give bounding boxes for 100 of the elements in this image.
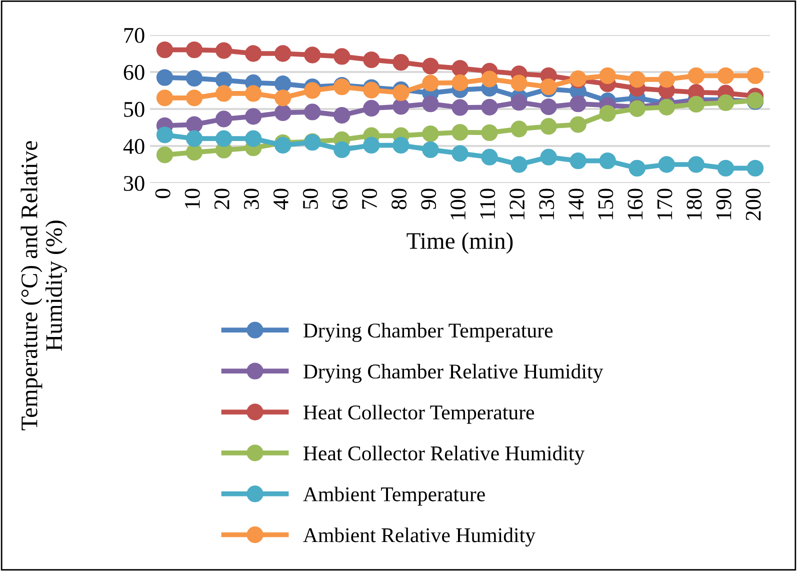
point [245,130,262,147]
y-axis-title: Temperature (°C) and Relative Humidity (%) [20,141,67,430]
point [334,106,350,124]
point [186,144,203,161]
point [186,41,203,58]
point [540,78,557,96]
point [392,136,410,154]
point [452,74,468,92]
legend-label: Heat Collector Relative Humidity [304,446,585,465]
point [156,146,174,164]
point [510,120,528,138]
point [481,148,498,166]
x-tick-label: 0 [155,188,170,198]
point [452,60,468,77]
legend-label: Ambient Relative Humidity [303,528,536,547]
point [688,156,705,173]
x-tick-label: 180 [686,188,702,220]
point [156,41,174,58]
point [274,104,292,122]
y-tick-label: 40 [123,138,144,154]
point [540,98,557,116]
point [304,82,321,99]
point [156,90,174,106]
x-tick-label: 150 [598,188,614,220]
point [392,84,410,102]
point [215,110,232,128]
legend-label: Heat Collector Temperature [304,404,534,424]
x-tick-label: 90 [421,188,436,210]
point [215,130,232,147]
point [392,98,410,115]
y-tick-label: 50 [124,102,144,117]
point [334,141,350,158]
point [658,98,675,116]
point [186,90,203,106]
point [717,67,734,84]
point [363,51,380,68]
legend-label: Drying Chamber Temperature [304,322,553,342]
point [628,71,646,88]
point [658,156,675,173]
point [481,70,498,88]
point [245,85,262,102]
point [215,85,232,102]
point [245,108,262,125]
point [422,74,439,92]
legend-label: Ambient Temperature [303,486,485,506]
point [540,118,557,135]
point [599,67,616,84]
point [274,90,292,106]
point [570,95,586,112]
point [304,104,321,120]
x-tick-label: 30 [244,188,259,210]
y-tick-label: 60 [124,64,144,80]
point [452,124,468,141]
point [274,76,292,92]
point [156,126,174,144]
point [334,48,350,65]
point [481,98,498,116]
point [570,152,586,170]
x-tick-label: 120 [510,188,525,220]
point [156,69,174,86]
point [599,105,616,122]
point [452,99,468,116]
x-tick-label: 170 [657,188,672,220]
point [481,124,498,142]
point [452,145,468,162]
x-tick-label: 140 [568,188,584,220]
point [510,94,528,111]
x-tick-label: 80 [392,188,407,210]
point [215,42,232,59]
point [746,67,764,84]
point [392,54,410,71]
x-tick-label: 110 [480,188,496,218]
point [570,116,586,133]
point [186,116,203,133]
x-tick-label: 60 [332,188,348,210]
point [688,96,705,113]
x-tick-label: 20 [214,188,230,210]
point [540,148,557,166]
point [304,46,321,64]
point [599,152,616,170]
point [363,100,380,117]
x-tick-label: 40 [273,188,288,210]
point [628,160,646,177]
point [422,58,439,74]
point [186,130,203,147]
y-tick-label: 70 [124,28,144,43]
point [422,95,439,112]
x-tick-label: 50 [302,188,318,209]
x-tick-label: 160 [628,188,643,220]
y-tick-label: 30 [124,176,144,191]
point [186,70,203,87]
point [746,160,764,177]
point [658,71,675,88]
point [274,45,292,62]
point [688,67,705,84]
point [510,156,528,173]
point [363,136,380,154]
x-axis-title: Time (min) [406,232,513,254]
point [717,160,734,177]
x-tick-label: 100 [450,188,466,220]
